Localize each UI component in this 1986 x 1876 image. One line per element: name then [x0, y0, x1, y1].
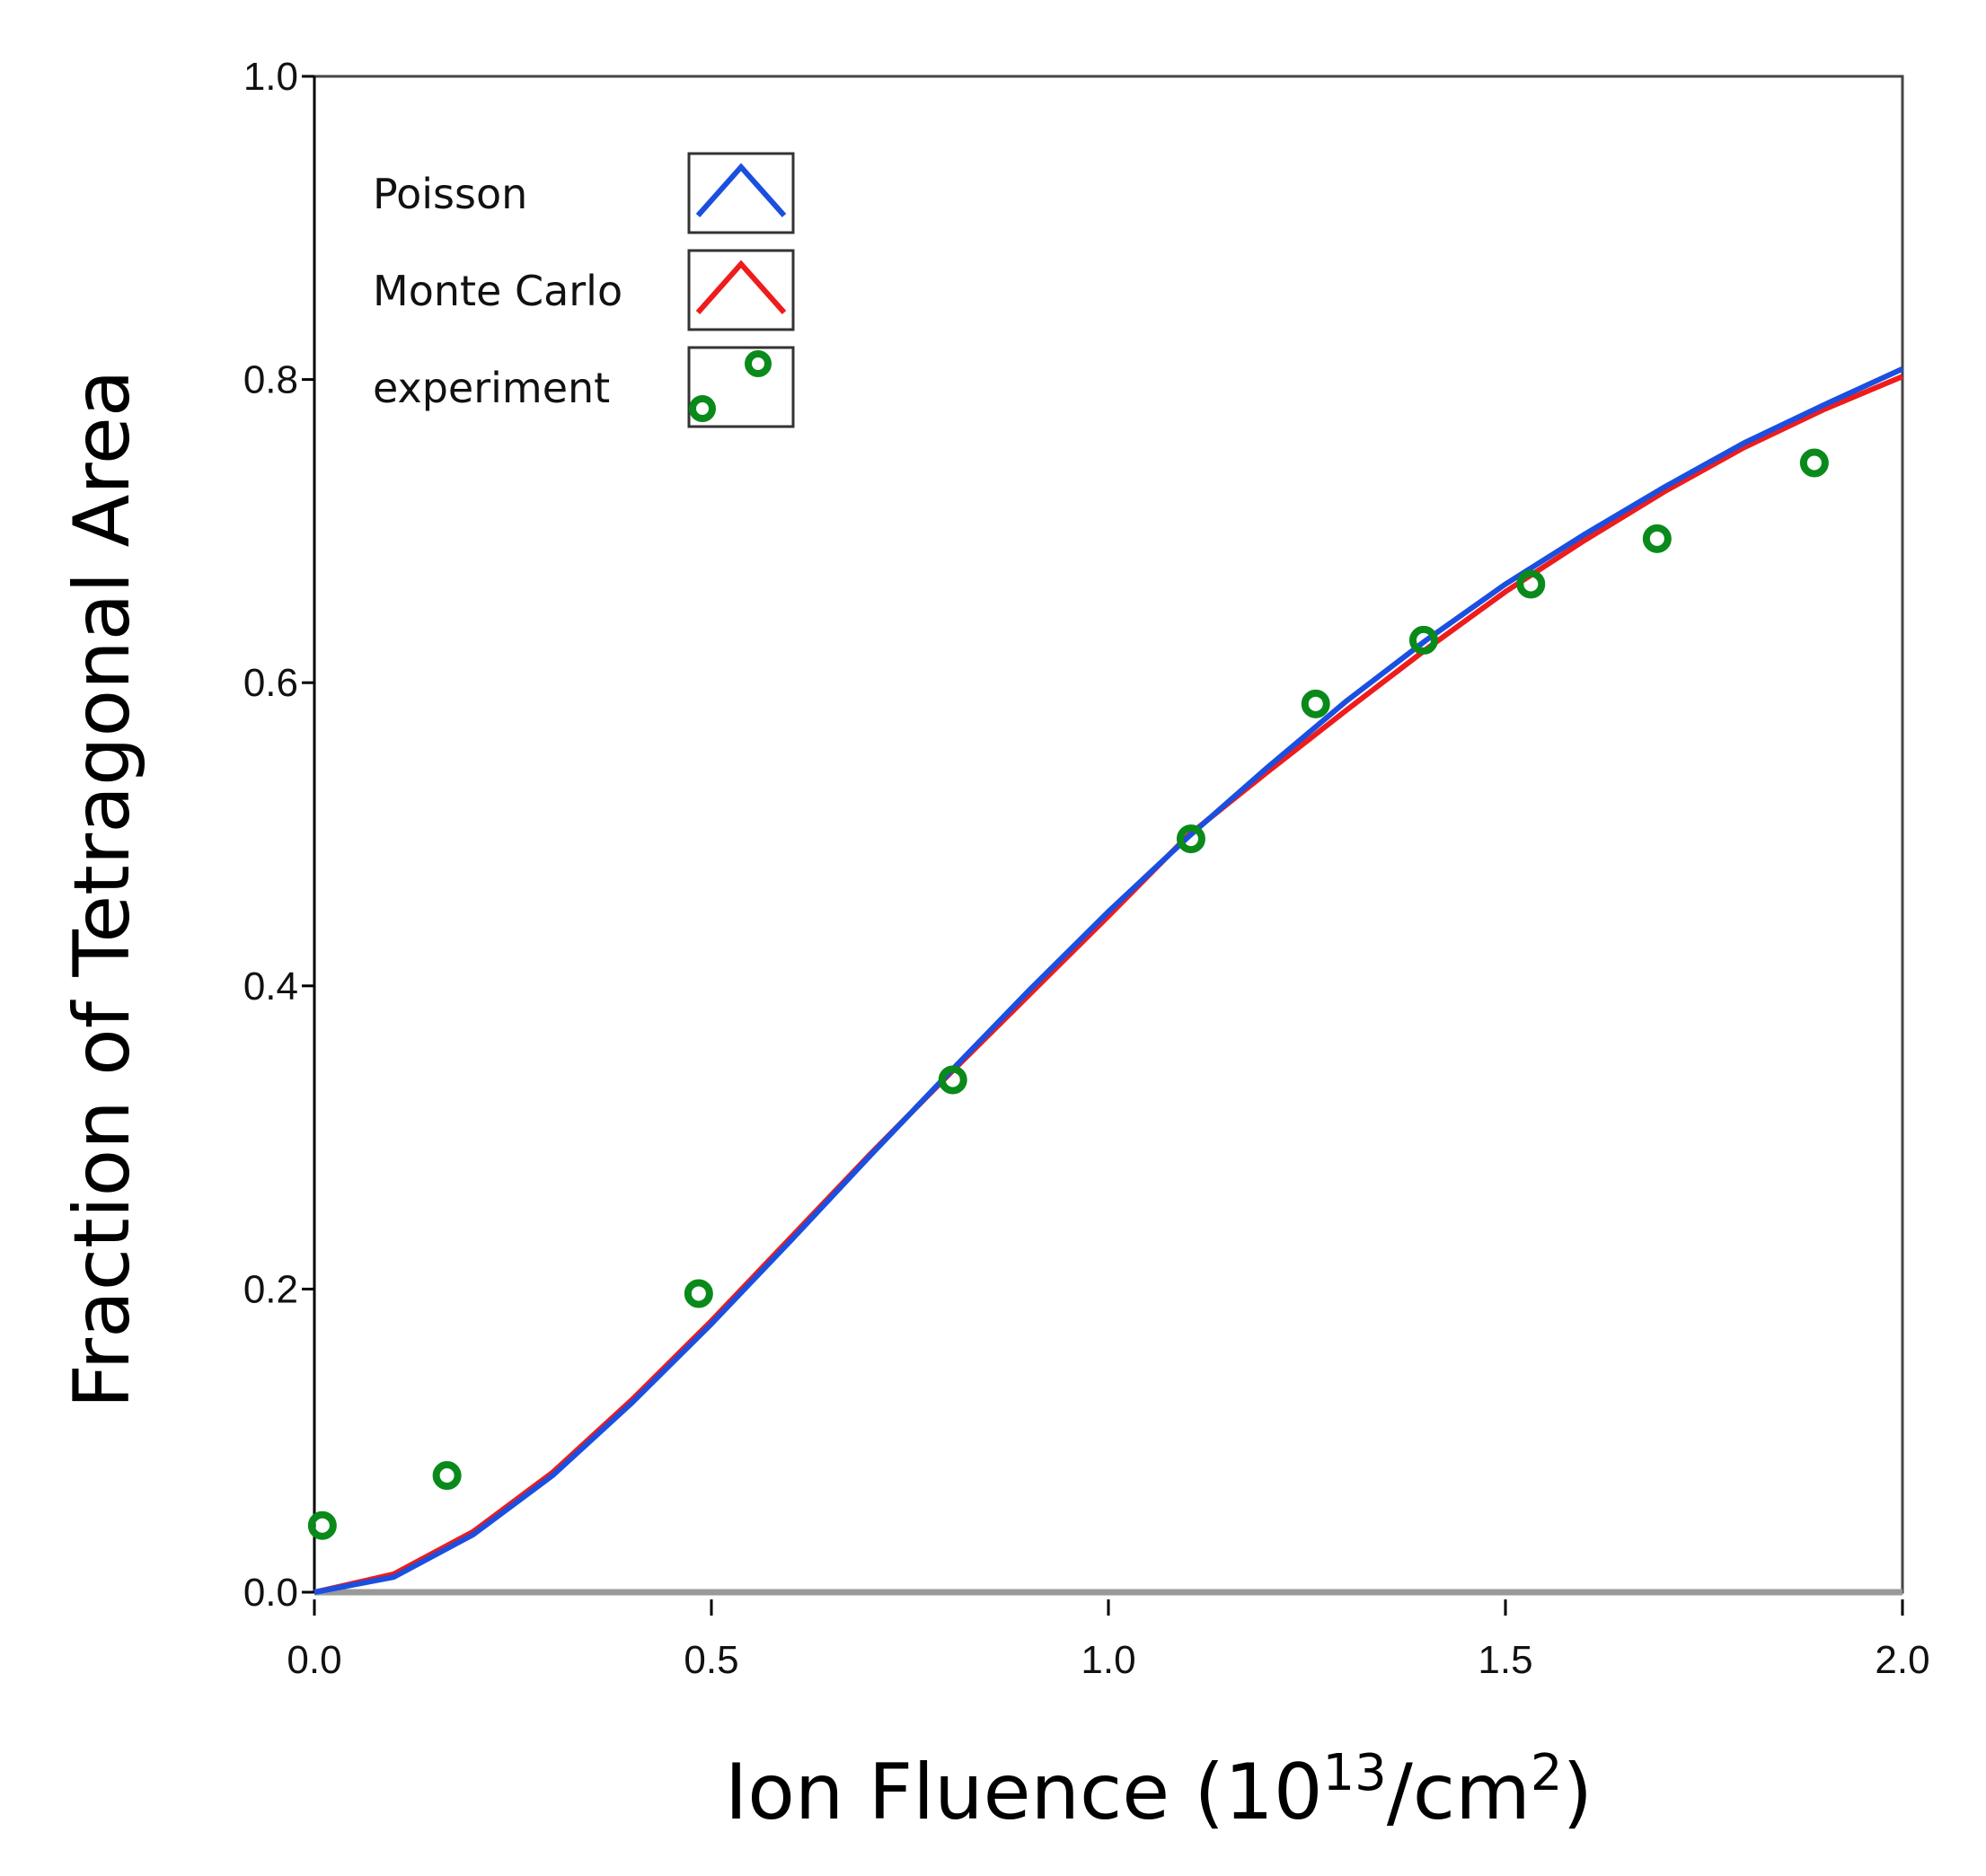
x-label-sup: 13 — [1323, 1744, 1387, 1802]
y-tick-label: 0.6 — [243, 661, 298, 705]
x-tick-label: 2.0 — [1875, 1638, 1929, 1682]
x-label-part: ) — [1563, 1748, 1593, 1837]
data-point-experiment — [307, 1510, 337, 1540]
data-point-experiment — [432, 1461, 462, 1491]
legend-line-monte-carlo — [695, 260, 787, 314]
y-tick-label: 0.4 — [243, 964, 298, 1008]
y-tick-label: 0.2 — [243, 1267, 298, 1311]
data-point-experiment — [1799, 448, 1829, 478]
x-tick-label: 1.0 — [1081, 1638, 1135, 1682]
data-point-experiment — [1301, 689, 1330, 718]
legend-label-monte-carlo: Monte Carlo — [373, 267, 622, 315]
data-point-experiment — [1408, 625, 1438, 655]
legend-swatch-monte-carlo — [687, 249, 795, 331]
series-line-monte-carlo — [313, 374, 1904, 1595]
x-tick-label: 1.5 — [1478, 1638, 1532, 1682]
y-ticks: 0.0 0.2 0.4 0.6 0.8 1.0 — [243, 55, 314, 1615]
legend-marker-experiment — [745, 350, 772, 377]
x-tick-label: 0.5 — [684, 1638, 738, 1682]
data-point-experiment — [684, 1279, 713, 1308]
y-tick-label: 1.0 — [243, 55, 298, 99]
x-label-part: Ion Fluence (10 — [725, 1748, 1323, 1837]
data-point-experiment — [1642, 524, 1672, 553]
legend: Poisson Monte Carlo experiment — [373, 152, 795, 428]
y-tick-label: 0.0 — [243, 1571, 298, 1615]
legend-marker-experiment — [689, 395, 716, 422]
data-point-experiment — [1176, 824, 1205, 854]
x-ticks: 0.0 0.5 1.0 1.5 2.0 — [287, 1599, 1930, 1682]
x-label-sup: 2 — [1531, 1744, 1563, 1802]
x-label-part: /cm — [1387, 1748, 1531, 1837]
data-point-experiment — [938, 1065, 967, 1095]
y-tick-label: 0.8 — [243, 358, 298, 402]
series-layer — [307, 366, 1904, 1595]
y-axis-label: Fraction of Tetragonal Area — [57, 369, 147, 1408]
legend-line-poisson — [695, 163, 787, 217]
legend-label-experiment: experiment — [373, 364, 610, 412]
legend-label-poisson: Poisson — [373, 170, 527, 218]
series-line-poisson — [313, 366, 1904, 1595]
data-point-experiment — [1516, 569, 1546, 599]
legend-swatch-experiment — [687, 346, 795, 428]
x-tick-label: 0.0 — [287, 1638, 341, 1682]
x-axis-label: Ion Fluence (1013/cm2) — [725, 1744, 1593, 1837]
